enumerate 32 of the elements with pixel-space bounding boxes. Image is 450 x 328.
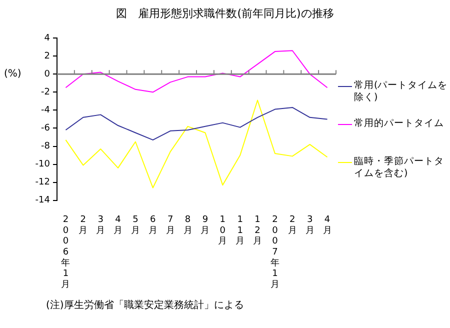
y-tick-label: -14 [35, 196, 50, 206]
x-tick-label: 2月 [78, 215, 88, 236]
x-tick-label: 2007年1月 [270, 215, 280, 290]
y-tick-label: -6 [41, 124, 50, 134]
x-tick-label: 5月 [130, 215, 140, 236]
x-tick-label: 2月 [288, 215, 297, 236]
y-tick-label: 4 [44, 33, 50, 44]
x-tick-label: 3月 [305, 215, 314, 236]
x-tick-label: 3月 [96, 215, 106, 236]
y-axis-title: (%) [4, 68, 22, 80]
x-tick-label: 8月 [183, 215, 192, 236]
text: (注)厚生労働省「職業安定業務統計」による [46, 298, 244, 312]
x-tick-label: 12月 [253, 215, 262, 247]
legend-label: 常用(パートタイムを除く) [354, 80, 448, 104]
legend-label: 常用的パートタイム [354, 118, 444, 130]
y-tick-label: 0 [44, 69, 50, 80]
x-tick-label: 9月 [200, 215, 210, 236]
y-tick-label: -10 [35, 160, 50, 170]
legend-label: 臨時・季節パートタイムを含む) [354, 156, 445, 180]
y-tick-label: -2 [41, 87, 50, 98]
chart-title: 図 雇用形態別求職件数(前年同月比)の推移 [115, 6, 335, 21]
x-tick-label: 10月 [218, 215, 228, 247]
y-tick-label: 2 [44, 51, 50, 62]
x-tick-label: 4月 [114, 215, 123, 236]
x-tick-label: 7月 [166, 215, 175, 236]
x-tick-label: 11月 [236, 215, 245, 247]
y-tick-label: -4 [41, 106, 50, 116]
y-tick-label: -12 [35, 178, 50, 188]
y-tick-label: -8 [41, 142, 50, 152]
x-tick-label: 4月 [322, 215, 332, 236]
x-tick-label: 2006年1月 [61, 215, 70, 290]
x-tick-label: 6月 [148, 215, 158, 236]
